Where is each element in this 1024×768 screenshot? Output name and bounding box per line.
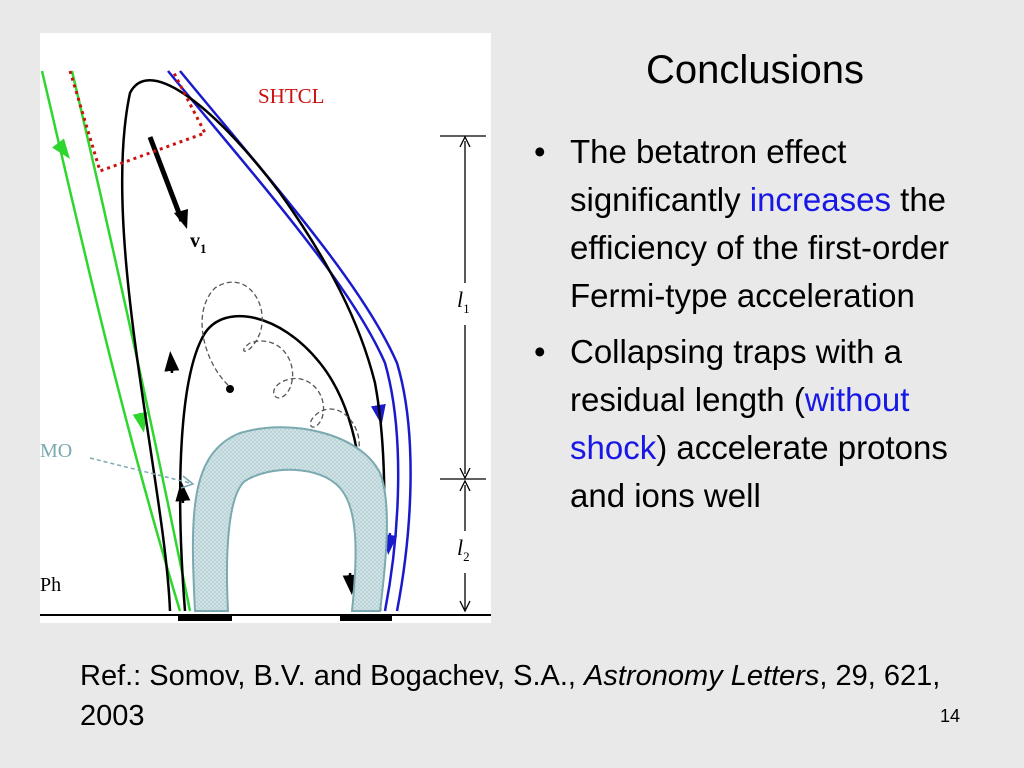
particle-trajectory: [201, 281, 360, 464]
page-number: 14: [940, 706, 961, 726]
footpoint-right: [340, 615, 392, 621]
trap-diagram: v1 SHTCL MO Ph l1: [40, 33, 491, 623]
slide-title: Conclusions: [646, 48, 864, 92]
bullet-text: ) accelerate protons and ions well: [570, 429, 948, 514]
reference-prefix: Ref.: Somov, B.V. and Bogachev, S.A.,: [80, 660, 585, 692]
bullet-text: The betatron effect significantly: [570, 133, 847, 218]
mo-label: MO: [40, 440, 72, 462]
reference-citation: Ref.: Somov, B.V. and Bogachev, S.A., As…: [80, 656, 980, 736]
conclusion-list: • The betatron effect significantly incr…: [530, 128, 1000, 528]
bullet-icon: •: [534, 133, 546, 170]
highlight-text: increases: [749, 181, 891, 218]
highlight-text: without shock: [570, 381, 910, 466]
shtcl-label: SHTCL: [258, 84, 325, 108]
length-label-l1: l1: [457, 287, 470, 316]
trap-field-lines: [120, 79, 386, 612]
bullet-text: the efficiency of the first-order Fermi-…: [570, 181, 950, 314]
particle: [226, 385, 234, 393]
bullet-item-collapsing-traps: • Collapsing traps with a residual lengt…: [530, 328, 1000, 520]
velocity-label: v1: [190, 230, 207, 256]
length-label-l2: l2: [457, 535, 470, 564]
footpoint-left: [178, 615, 232, 621]
bullet-text: Collapsing traps with a residual length …: [570, 333, 902, 418]
bullet-item-betatron: • The betatron effect significantly incr…: [530, 128, 1000, 320]
reference-suffix: , 29, 621, 2003: [80, 660, 941, 732]
ph-label: Ph: [40, 574, 61, 596]
magnetic-obstacle: [191, 426, 388, 612]
bullet-icon: •: [534, 333, 546, 370]
journal-name: Astronomy Letters: [584, 660, 820, 692]
shtcl-boundary: [68, 70, 208, 173]
open-field-lines: [40, 70, 192, 612]
